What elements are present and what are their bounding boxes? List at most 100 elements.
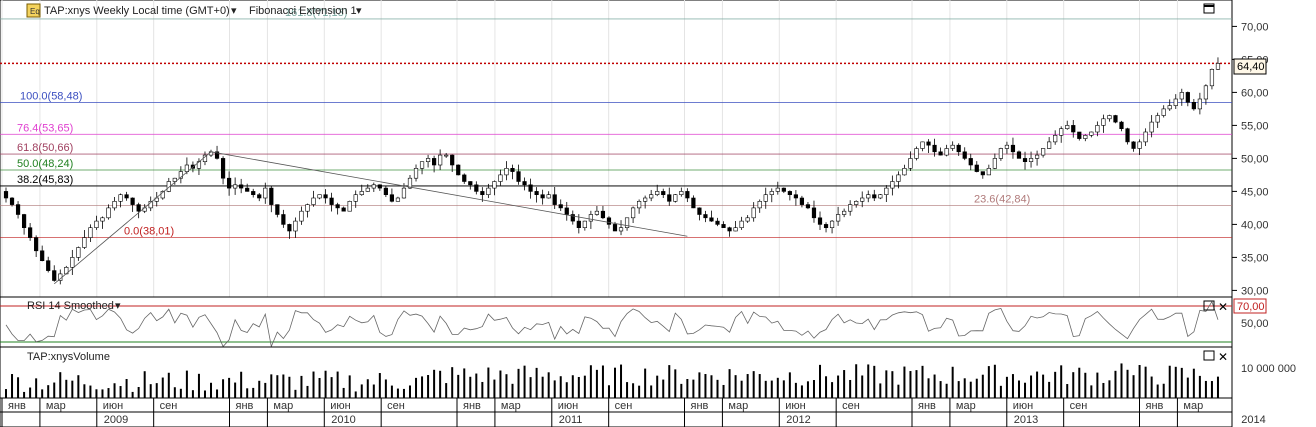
- volume-bar: [5, 389, 7, 398]
- symbol-dropdown-icon[interactable]: ▾: [231, 5, 237, 17]
- candle-body: [522, 181, 527, 186]
- volume-bar: [475, 373, 478, 398]
- fib-anchor-line[interactable]: [53, 151, 688, 285]
- candle-body: [269, 187, 274, 205]
- volume-bar: [873, 365, 876, 398]
- volume-bar: [933, 374, 936, 398]
- volume-bar: [1030, 375, 1033, 398]
- candle-body: [1053, 135, 1058, 143]
- candle-body: [624, 217, 630, 229]
- candle-body: [787, 191, 792, 195]
- candle-body: [733, 227, 738, 232]
- volume-bar: [987, 366, 990, 398]
- volume-bar: [366, 379, 369, 398]
- volume-bar: [83, 384, 86, 398]
- study-dropdown-icon[interactable]: ▾: [356, 5, 362, 17]
- candle-body: [88, 227, 93, 238]
- candle-body: [112, 201, 117, 209]
- volume-bar: [463, 368, 466, 398]
- maximize-rsi-panel-icon[interactable]: [1203, 300, 1215, 311]
- volume-bar: [324, 370, 327, 398]
- candle-body: [516, 171, 521, 182]
- candle-body: [896, 174, 901, 182]
- volume-bar: [632, 383, 635, 398]
- volume-bar: [445, 383, 448, 398]
- volume-bar: [137, 386, 140, 398]
- candle-body: [1137, 141, 1142, 149]
- candle-body: [703, 214, 708, 219]
- candle-body: [673, 194, 678, 202]
- candle-body: [721, 224, 726, 228]
- volume-bar: [131, 391, 134, 398]
- volume-bar: [481, 381, 484, 398]
- volume-bar: [107, 388, 110, 398]
- volume-bar: [1156, 384, 1159, 398]
- price-tick-label: 50,00: [1241, 153, 1269, 165]
- volume-bar: [770, 380, 773, 398]
- volume-bar: [716, 379, 719, 398]
- volume-bar: [65, 379, 68, 398]
- month-label: янв: [691, 400, 709, 412]
- volume-title[interactable]: TAP:xnysVolume: [27, 351, 110, 363]
- volume-bar: [819, 364, 822, 398]
- volume-bar: [607, 385, 610, 398]
- rsi-dropdown-icon[interactable]: ▾: [115, 300, 121, 312]
- month-label: сен: [387, 400, 405, 412]
- candle-body: [914, 148, 919, 159]
- candle-body: [878, 194, 883, 199]
- volume-bar: [354, 391, 357, 398]
- month-label: сен: [615, 400, 633, 412]
- volume-bar: [288, 376, 291, 398]
- volume-bar: [1060, 365, 1063, 398]
- year-label: 2013: [1014, 414, 1038, 426]
- maximize-volume-panel-icon[interactable]: [1203, 350, 1215, 361]
- symbol-icon[interactable]: [26, 3, 41, 18]
- price-tick-label: 40,00: [1241, 219, 1269, 231]
- volume-bar: [360, 384, 363, 398]
- volume-bar: [197, 373, 200, 398]
- candle-body: [245, 187, 250, 192]
- maximize-price-panel-icon[interactable]: [1203, 3, 1215, 14]
- year-label: 2012: [786, 414, 810, 426]
- volume-bar: [390, 385, 393, 398]
- symbol-title[interactable]: TAP:xnys Weekly Local time (GMT+0): [44, 5, 230, 17]
- candle-body: [498, 174, 503, 182]
- volume-bar: [831, 382, 834, 398]
- volume-bar: [728, 369, 731, 398]
- volume-bar: [583, 375, 586, 398]
- candle-body: [28, 227, 33, 238]
- candle-body: [564, 207, 569, 215]
- volume-bar: [384, 379, 387, 398]
- volume-bar: [1150, 376, 1153, 398]
- candle-body: [389, 194, 395, 202]
- candle-body: [709, 217, 714, 222]
- volume-bar: [776, 377, 779, 398]
- candle-body: [474, 184, 479, 192]
- volume-bar: [294, 389, 297, 398]
- volume-bar: [228, 377, 231, 398]
- volume-bar: [59, 372, 62, 398]
- price-tick-label: 60,00: [1241, 87, 1269, 99]
- candle-body: [377, 184, 382, 189]
- candle-body: [444, 154, 449, 157]
- close-volume-panel-icon[interactable]: ✕: [1218, 350, 1228, 364]
- volume-bar: [993, 364, 996, 398]
- fib-level-label: 0.0(38,01): [124, 226, 174, 238]
- candle-body: [655, 191, 660, 195]
- rsi-title[interactable]: RSI 14 Smoothed: [27, 300, 114, 312]
- candle-body: [932, 144, 937, 153]
- study-title[interactable]: Fibonacci Extension 1: [249, 5, 357, 17]
- volume-bar: [1066, 384, 1069, 398]
- candle-body: [395, 197, 401, 202]
- fib-level-label: 50.0(48,24): [17, 158, 73, 170]
- candle-body: [1041, 148, 1046, 156]
- candle-body: [413, 168, 419, 179]
- volume-bar: [674, 369, 677, 398]
- close-rsi-panel-icon[interactable]: ✕: [1218, 300, 1228, 314]
- candle-body: [1065, 125, 1070, 130]
- candle-body: [1004, 144, 1010, 149]
- candle-body: [842, 210, 847, 215]
- volume-bar: [511, 383, 514, 398]
- candle-body: [425, 158, 431, 162]
- fib-level-label: 161.8(71,13): [285, 7, 347, 19]
